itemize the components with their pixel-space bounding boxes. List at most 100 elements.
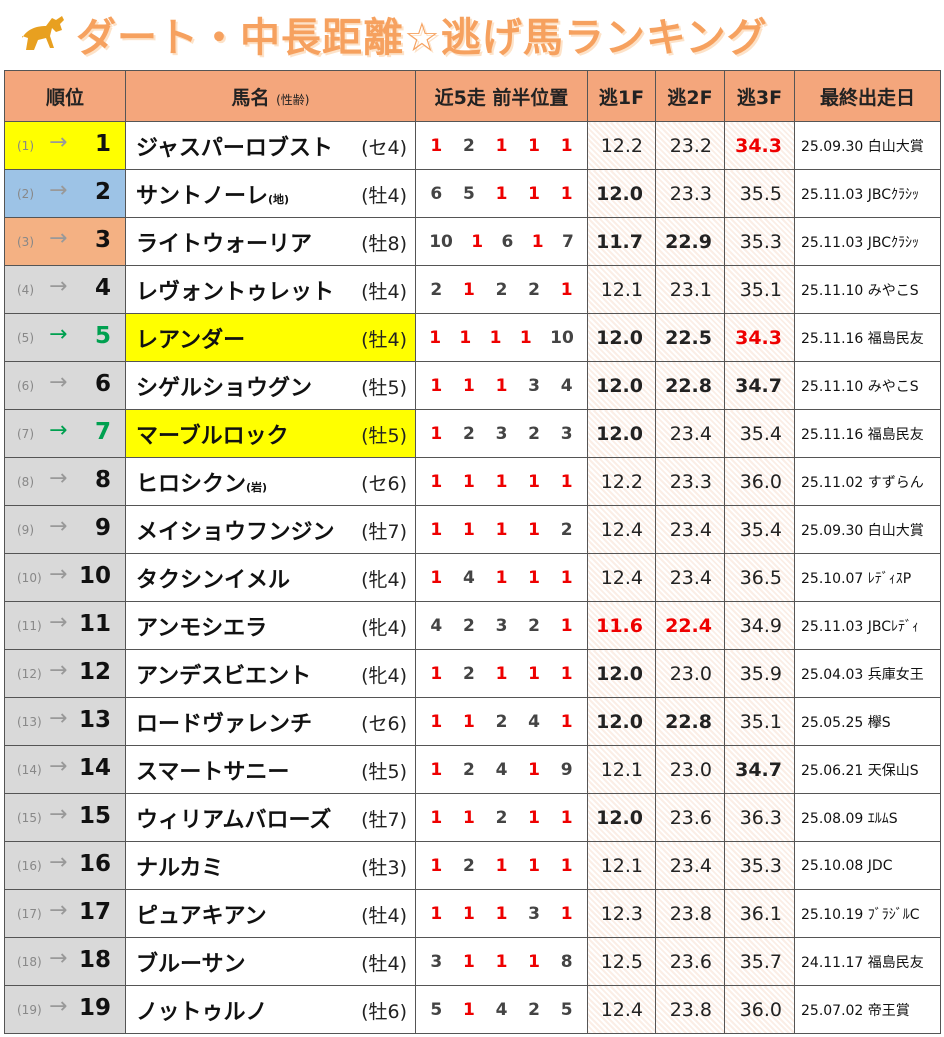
name-cell: ナルカミ (牡3) <box>125 841 416 890</box>
col-header: 逃2F <box>655 70 725 122</box>
col-header: 馬名 (性齢) <box>125 70 416 122</box>
horse-name: シゲルショウグン <box>136 376 313 401</box>
prev-rank: (13) <box>17 715 42 729</box>
position: 1 <box>462 279 475 300</box>
split-time: 12.1 <box>587 745 656 794</box>
split-time: 23.3 <box>655 457 725 506</box>
position: 2 <box>462 615 475 636</box>
trend-arrow: → <box>49 370 68 395</box>
horse-name: ブルーサン <box>136 952 246 977</box>
horse-name: ウィリアムバローズ <box>136 808 332 833</box>
split-time: 12.2 <box>587 457 656 506</box>
horse-name: アンデスビエント <box>136 664 312 689</box>
trend-arrow: → <box>49 418 68 443</box>
sex-age: (牡8) <box>361 233 407 255</box>
position: 1 <box>528 567 540 588</box>
name-cell: ヒロシクン(岩) (セ6) <box>125 457 416 506</box>
rank: 16 <box>78 851 111 877</box>
position: 4 <box>528 711 540 732</box>
rank-cell: (12) → 12 <box>4 649 126 698</box>
position: 1 <box>471 231 484 252</box>
row: (11) → 11 アンモシエラ (牝4) 4 2 3 2 1 11.6 22.4 34.9 25.11.… <box>4 601 941 650</box>
position: 6 <box>430 183 443 204</box>
name-cell: レヴォントゥレット (牡4) <box>125 265 416 314</box>
split-time: 35.7 <box>724 937 795 986</box>
last-race: 25.10.07 ﾚﾃﾞｨｽP <box>794 553 941 602</box>
last-race: 24.11.17 福島民友 <box>794 937 941 986</box>
split-time: 23.0 <box>655 649 725 698</box>
prev-rank: (9) <box>17 523 34 537</box>
horse-name: ロードヴァレンチ <box>136 712 313 737</box>
position: 1 <box>489 327 502 348</box>
row: (7) → 7 マーブルロック (牡5) 1 2 3 2 3 12.0 23.4 35.4 25.11.1… <box>4 409 941 458</box>
position: 1 <box>495 183 508 204</box>
split-time: 35.3 <box>724 217 795 266</box>
position: 1 <box>462 903 475 924</box>
position: 2 <box>430 279 443 300</box>
name-note: (岩) <box>246 481 268 494</box>
split-time: 12.0 <box>587 697 656 746</box>
split-time: 12.0 <box>587 361 656 410</box>
position: 1 <box>528 951 540 972</box>
position: 2 <box>528 615 540 636</box>
horse-name-wrap: レヴォントゥレット <box>136 274 334 306</box>
horse-name-wrap: ピュアキアン <box>136 898 267 930</box>
sex-age: (牡4) <box>361 905 407 927</box>
prev-rank: (3) <box>17 235 34 249</box>
last-race: 25.09.30 白山大賞 <box>794 505 941 554</box>
position: 2 <box>528 423 540 444</box>
col-header: 最終出走日 <box>794 70 941 122</box>
split-time: 35.1 <box>724 265 795 314</box>
position: 1 <box>560 615 573 636</box>
row: (17) → 17 ピュアキアン (牡4) 1 1 1 3 1 12.3 23.8 36.1 25.10.… <box>4 889 941 938</box>
horse-name: レアンダー <box>136 328 246 353</box>
horse-name: ノットゥルノ <box>136 1000 268 1025</box>
position: 2 <box>462 663 475 684</box>
rank: 2 <box>94 179 111 205</box>
horse-name-wrap: シゲルショウグン <box>136 370 312 402</box>
split-time: 12.4 <box>587 505 656 554</box>
position: 3 <box>495 423 508 444</box>
name-cell: メイショウフンジン (牡7) <box>125 505 416 554</box>
name-note: (地) <box>268 193 290 206</box>
position: 9 <box>560 759 573 780</box>
rank-cell: (3) → 3 <box>4 217 126 266</box>
horse-name-wrap: タクシンイメル <box>136 562 290 594</box>
position: 3 <box>528 903 540 924</box>
split-time: 12.4 <box>587 985 656 1034</box>
rank: 1 <box>94 131 111 157</box>
positions-cell: 1 1 1 1 10 <box>415 313 588 362</box>
horse-name: タクシンイメル <box>136 568 291 593</box>
last-race: 25.07.02 帝王賞 <box>794 985 941 1034</box>
position: 5 <box>560 999 573 1020</box>
prev-rank: (14) <box>17 763 42 777</box>
name-cell: スマートサニー (牡5) <box>125 745 416 794</box>
horse-name: マーブルロック <box>136 424 289 449</box>
row: (1) → 1 ジャスパーロブスト (セ4) 1 2 1 1 1 12.2 23.2 34.3 25.09… <box>4 121 941 170</box>
rank: 13 <box>78 707 111 733</box>
sex-age: (セ4) <box>361 137 407 159</box>
name-cell: ジャスパーロブスト (セ4) <box>125 121 416 170</box>
position: 2 <box>462 135 475 156</box>
sex-age: (牡5) <box>361 425 407 447</box>
position: 3 <box>430 951 443 972</box>
title-bar: ダート・中長距離☆逃げ馬ランキング <box>18 4 768 64</box>
position: 4 <box>495 999 508 1020</box>
position: 1 <box>495 471 508 492</box>
trend-arrow: → <box>49 898 68 923</box>
split-time: 23.3 <box>655 169 725 218</box>
split-time: 12.0 <box>587 409 656 458</box>
rank: 18 <box>78 947 111 973</box>
positions-cell: 10 1 6 1 7 <box>415 217 588 266</box>
rank: 15 <box>78 803 111 829</box>
horse-name: ナルカミ <box>136 856 224 881</box>
horse-name-wrap: ウィリアムバローズ <box>136 802 331 834</box>
